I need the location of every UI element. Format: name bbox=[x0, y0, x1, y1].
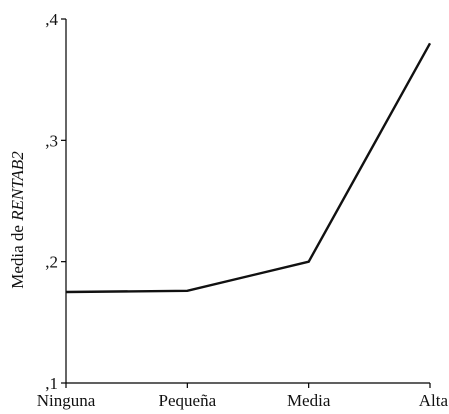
x-tick-label: Alta bbox=[419, 391, 449, 410]
series-group bbox=[65, 42, 432, 294]
x-ticks: Ninguna Pequeña Media Alta bbox=[37, 383, 449, 410]
series-line bbox=[65, 42, 432, 294]
y-tick-label: ,4 bbox=[45, 10, 58, 29]
y-ticks: ,1 ,2 ,3 ,4 bbox=[45, 10, 66, 393]
x-tick-label: Media bbox=[287, 391, 331, 410]
x-tick-label: Pequeña bbox=[159, 391, 217, 410]
y-axis-title: Media de RENTAB2 bbox=[8, 151, 27, 289]
y-axis-title-prefix: Media de bbox=[8, 221, 27, 289]
y-tick-label: ,1 bbox=[45, 374, 58, 393]
y-tick-label: ,3 bbox=[45, 131, 58, 150]
x-tick-label: Ninguna bbox=[37, 391, 96, 410]
y-axis-title-variable: RENTAB2 bbox=[8, 151, 27, 222]
y-tick-label: ,2 bbox=[45, 253, 58, 272]
